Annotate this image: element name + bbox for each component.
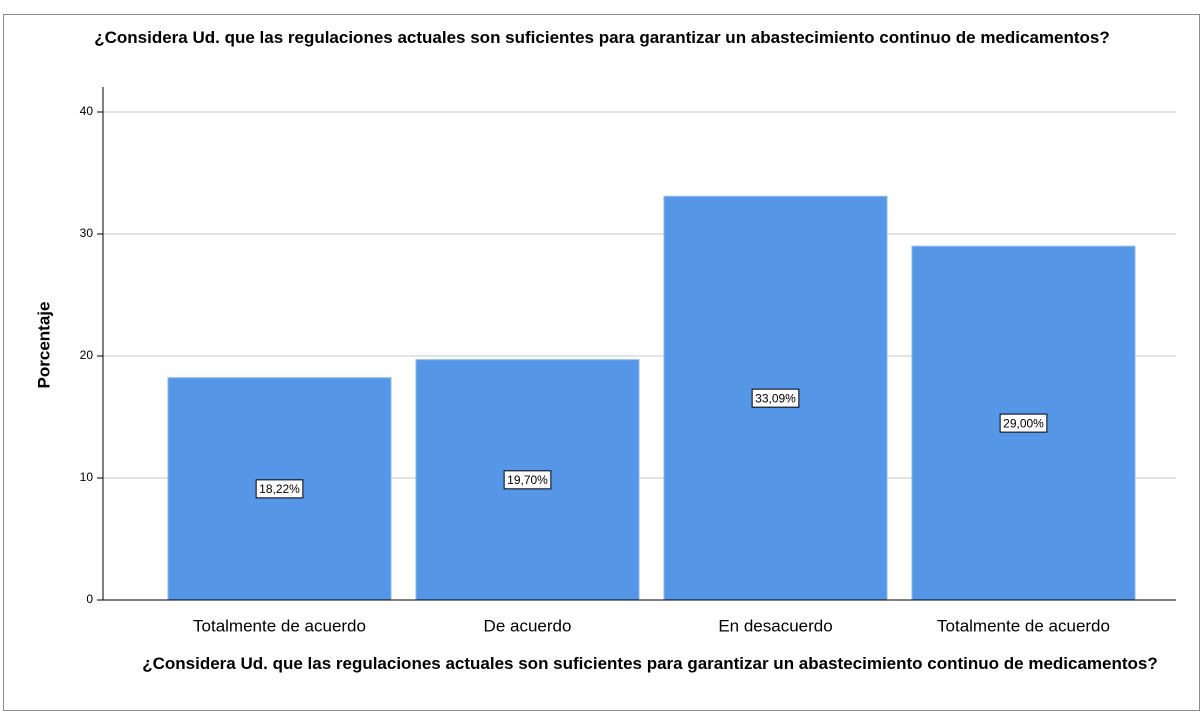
x-tick-label: De acuerdo	[484, 616, 572, 635]
chart-title: ¿Considera Ud. que las regulaciones actu…	[94, 28, 1110, 47]
y-tick-label: 40	[80, 104, 94, 118]
value-label-box	[999, 413, 1048, 433]
x-tick-label: Totalmente de acuerdo	[937, 616, 1110, 635]
value-label: 33,09%	[755, 391, 796, 405]
y-tick-label: 20	[80, 348, 94, 362]
value-label-box	[255, 479, 304, 499]
value-label: 18,22%	[259, 482, 300, 496]
value-label: 29,00%	[1003, 416, 1044, 430]
value-label-box	[751, 388, 800, 408]
y-tick-label: 10	[80, 470, 94, 484]
y-tick-label: 30	[80, 226, 94, 240]
x-axis-label: ¿Considera Ud. que las regulaciones actu…	[142, 654, 1158, 673]
y-tick-label: 0	[86, 592, 93, 606]
x-tick-label: En desacuerdo	[718, 616, 832, 635]
value-label: 19,70%	[507, 473, 548, 487]
value-label-box	[503, 470, 552, 490]
y-axis-label: Porcentaje	[34, 302, 53, 389]
x-tick-label: Totalmente de acuerdo	[193, 616, 366, 635]
